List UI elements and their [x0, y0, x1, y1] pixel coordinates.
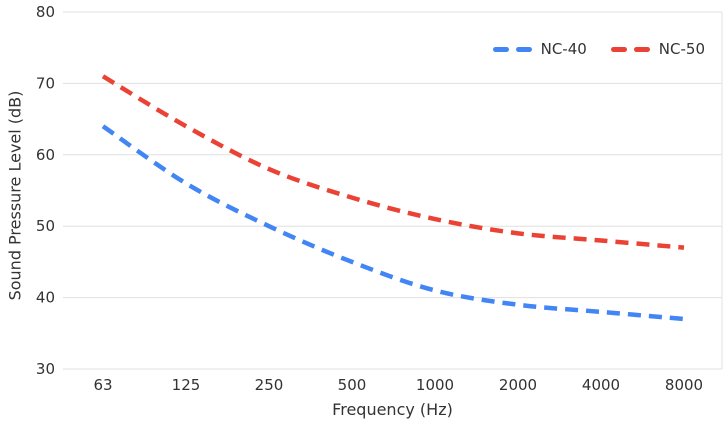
- legend: NC-40 NC-50: [492, 40, 705, 58]
- y-tick-label-30: 30: [36, 360, 55, 378]
- y-tick-label-60: 60: [36, 146, 55, 164]
- y-tick-label-80: 80: [36, 3, 55, 21]
- nc40-dash-swatch: [492, 46, 532, 52]
- y-tick-label-50: 50: [36, 217, 55, 235]
- nc50-dash-swatch: [610, 46, 650, 52]
- legend-item-nc50: NC-50: [610, 40, 705, 58]
- x-tick-label-63: 63: [93, 376, 112, 394]
- x-tick-label-8000: 8000: [665, 376, 703, 394]
- x-axis-title: Frequency (Hz): [332, 400, 453, 419]
- x-tick-label-1000: 1000: [416, 376, 454, 394]
- y-tick-label-40: 40: [36, 289, 55, 307]
- y-tick-label-70: 70: [36, 74, 55, 92]
- y-axis-title: Sound Pressure Level (dB): [5, 90, 25, 301]
- legend-label-nc50: NC-50: [658, 40, 705, 58]
- series-line-nc-50: [101, 74, 685, 250]
- x-tick-label-250: 250: [255, 376, 284, 394]
- x-tick-label-125: 125: [172, 376, 201, 394]
- legend-item-nc40: NC-40: [492, 40, 587, 58]
- series-line-nc-40: [101, 124, 685, 322]
- x-tick-label-4000: 4000: [582, 376, 620, 394]
- legend-label-nc40: NC-40: [540, 40, 587, 58]
- x-tick-label-500: 500: [338, 376, 367, 394]
- x-tick-label-2000: 2000: [499, 376, 537, 394]
